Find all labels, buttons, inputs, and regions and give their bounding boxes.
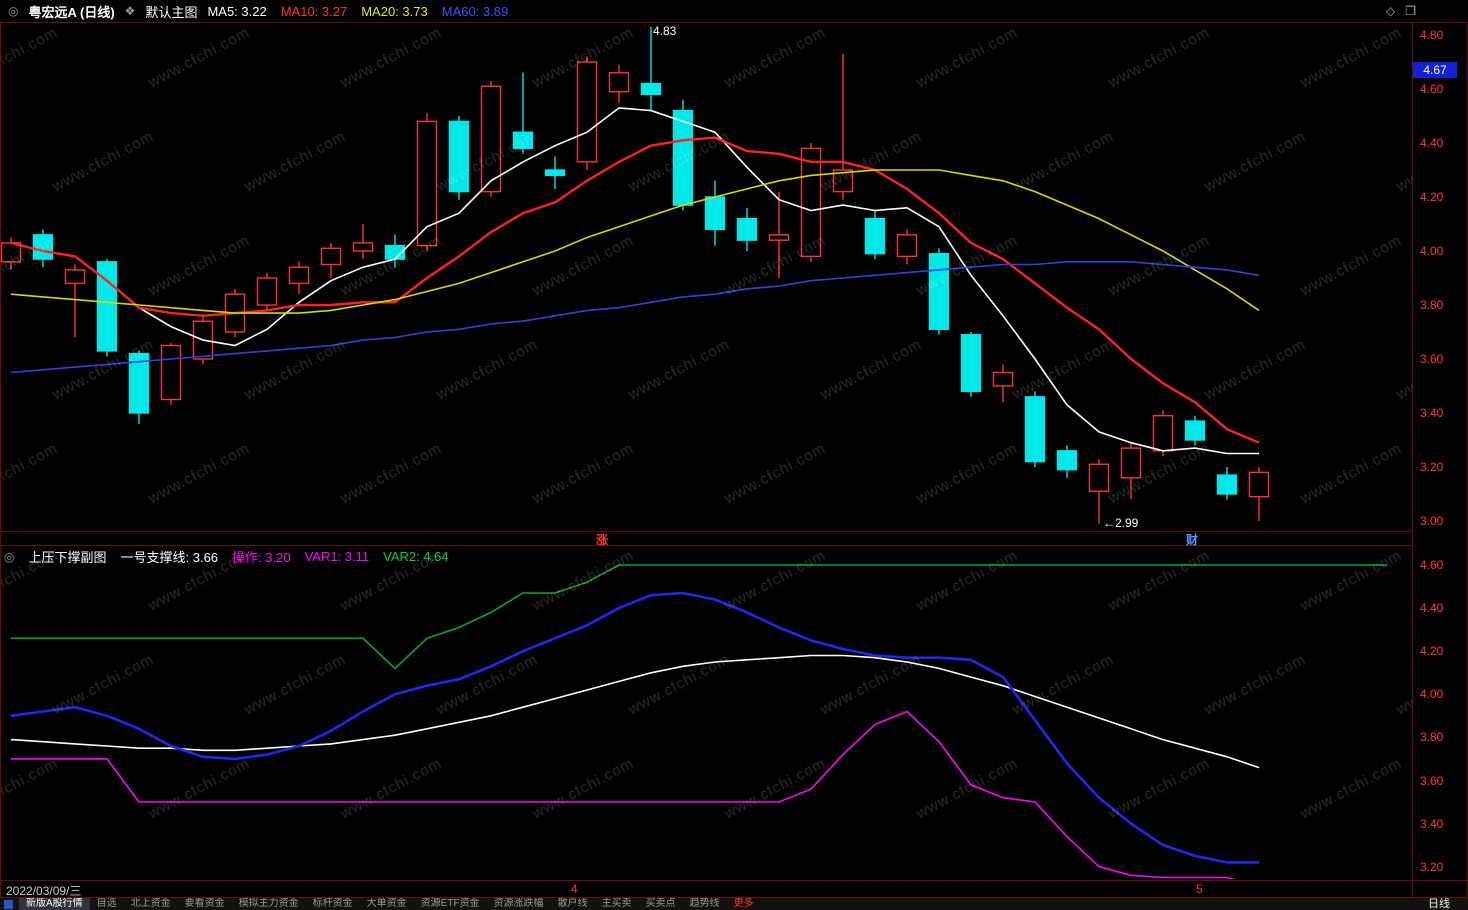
main-axis-tick-3.80: 3.80 — [1420, 298, 1444, 312]
ma-label-3: MA60: 3.89 — [441, 3, 509, 19]
bottom-tab-13[interactable]: 更多 — [733, 898, 754, 909]
ma-label-0: MA5: 3.22 — [207, 3, 267, 19]
sub-axis-tick-3.60: 3.60 — [1420, 773, 1444, 788]
main-axis-tick-4.20: 4.20 — [1420, 190, 1444, 204]
sub-chart-canvas[interactable] — [1, 546, 1412, 879]
sub-price-axis: 4.60 4.40 4.20 4.00 3.80 3.60 3.40 3.20 — [1413, 545, 1468, 880]
bottom-tab-12[interactable]: 趋势线 — [689, 898, 720, 909]
header-bar: ◎ 粤宏远A (日线) ❖ 默认主图 MA5: 3.22 MA10: 3.27 MA… — [0, 0, 1468, 22]
header-right-icons: ◇ ❐ — [1386, 0, 1416, 22]
sub-axis-tick-3.20: 3.20 — [1420, 859, 1444, 874]
sub-indicator-value-3: VAR2: 4.64 — [383, 549, 449, 564]
axis-separator-line — [1412, 22, 1413, 897]
collapse-sub-icon[interactable]: ◎ — [4, 549, 15, 564]
sub-axis-tick-4.60: 4.60 — [1420, 558, 1444, 572]
main-chart-panel[interactable]: www.cfchi.com www.cfchi.com www.cfchi.com w… — [1, 23, 1412, 531]
diamond-icon[interactable]: ◇ — [1386, 4, 1396, 18]
frame-left-line — [0, 22, 1, 897]
main-chart-canvas[interactable] — [1, 23, 1412, 531]
collapse-main-icon[interactable]: ◎ — [8, 4, 19, 18]
main-chart-icon: ❖ — [124, 4, 136, 18]
bottom-tab-7[interactable]: 资源ETF资金 — [420, 898, 480, 909]
main-chart-selector[interactable]: 默认主图 — [145, 4, 198, 20]
bottom-tab-3[interactable]: 要看资金 — [184, 898, 225, 909]
ma-label-2: MA20: 3.73 — [361, 3, 428, 19]
bottom-tab-6[interactable]: 大单资金 — [366, 898, 407, 909]
bottom-tab-8[interactable]: 资源涨跌幅 — [493, 898, 544, 909]
current-price-tag: 4.67 — [1413, 62, 1457, 79]
bottom-tab-1[interactable]: 自选 — [96, 898, 117, 909]
month-marker-5: 5 — [1196, 882, 1203, 896]
main-price-axis: 4.67 4.80 4.60 4.40 4.20 4.00 3.80 3.60 3.40 3.2… — [1413, 22, 1468, 532]
low-price-annotation: ←2.99 — [1103, 515, 1139, 530]
sub-axis-tick-4.00: 4.00 — [1420, 687, 1444, 702]
main-axis-tick-4.60: 4.60 — [1420, 82, 1444, 96]
sub-indicator-value-0: 一号支撑线: 3.66 — [120, 550, 219, 565]
event-marker-1[interactable]: 财 — [1186, 533, 1199, 547]
stock-title: 粤宏远A (日线) — [28, 4, 115, 20]
main-axis-tick-3.00: 3.00 — [1420, 514, 1444, 528]
ma-label-1: MA10: 3.27 — [280, 3, 348, 19]
sub-indicator-title[interactable]: 上压下撑副图 — [28, 550, 107, 565]
start-date-label: 2022/03/09/三 — [6, 884, 82, 898]
bottom-tab-2[interactable]: 北上资金 — [130, 898, 171, 909]
main-axis-tick-4.80: 4.80 — [1420, 28, 1444, 42]
month-marker-4: 4 — [571, 882, 578, 896]
sub-axis-tick-3.40: 3.40 — [1420, 816, 1444, 831]
bottom-tab-bar: 新版A股行情 自选 北上资金 要看资金 模拟主力资金 标杆资金 大单资金 资源ETF资金 资源涨… — [0, 898, 1468, 910]
bottom-tab-5[interactable]: 标杆资金 — [312, 898, 353, 909]
xaxis-bottom-line — [0, 897, 1468, 898]
sub-axis-tick-4.20: 4.20 — [1420, 644, 1444, 659]
main-axis-tick-3.20: 3.20 — [1420, 460, 1444, 474]
event-marker-0[interactable]: 涨 — [596, 533, 609, 547]
main-bottom-line — [0, 531, 1412, 532]
sub-axis-tick-4.40: 4.40 — [1420, 601, 1444, 616]
window-icon[interactable]: ❐ — [1405, 4, 1416, 18]
sub-bottom-line — [0, 880, 1468, 881]
bottom-tab-11[interactable]: 买卖点 — [645, 898, 676, 909]
sub-top-line — [0, 545, 1412, 546]
main-axis-tick-3.60: 3.60 — [1420, 352, 1444, 366]
bottom-tab-9[interactable]: 散户线 — [557, 898, 588, 909]
bottom-tab-10[interactable]: 主买卖 — [601, 898, 632, 909]
sub-chart-panel[interactable]: www.cfchi.com www.cfchi.com www.cfchi.com w… — [1, 546, 1412, 879]
sub-indicator-value-1: 操作: 3.20 — [232, 550, 291, 565]
high-price-annotation: 4.83 — [653, 23, 677, 38]
frame-top-line — [0, 22, 1468, 23]
period-label[interactable]: 日线 — [1428, 898, 1450, 910]
sub-indicator-value-2: VAR1: 3.11 — [304, 549, 370, 564]
main-axis-tick-3.40: 3.40 — [1420, 406, 1444, 420]
time-axis-row: 2022/03/09/三 4 5 — [0, 881, 1468, 898]
bottom-tab-0[interactable]: 新版A股行情 — [19, 898, 90, 910]
bottom-tab-4[interactable]: 模拟主力资金 — [238, 898, 299, 909]
sub-indicator-header: ◎ 上压下撑副图 一号支撑线: 3.66 操作: 3.20 VAR1: 3.11 VA… — [4, 547, 449, 566]
main-axis-tick-4.40: 4.40 — [1420, 136, 1444, 150]
main-axis-tick-4.00: 4.00 — [1420, 244, 1444, 258]
tabbar-grid-icon[interactable] — [4, 899, 13, 909]
ma-legend: MA5: 3.22 MA10: 3.27 MA20: 3.73 MA60: 3.89 — [207, 4, 508, 19]
sub-axis-tick-3.80: 3.80 — [1420, 730, 1444, 745]
